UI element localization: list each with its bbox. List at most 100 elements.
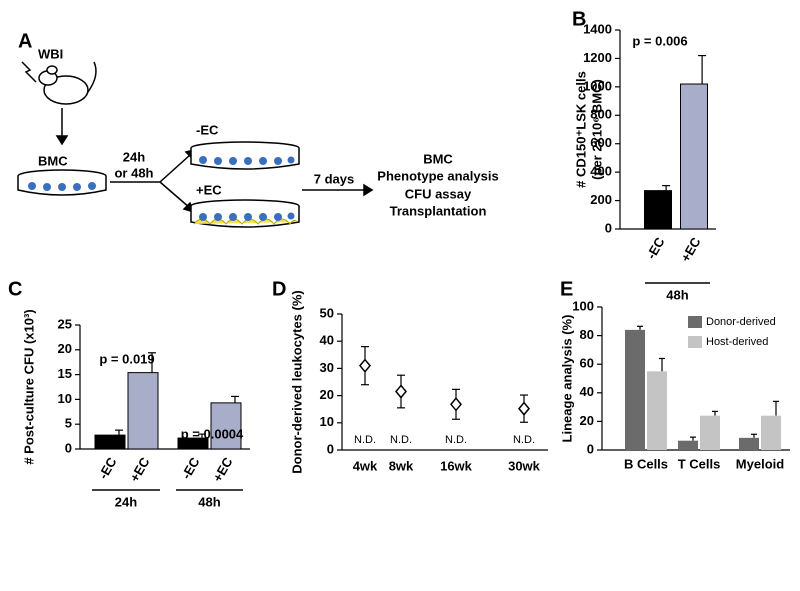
mouse-tail (87, 61, 97, 93)
bar (94, 434, 126, 450)
y-tick-label: 1400 (583, 21, 612, 36)
arrowhead (55, 135, 69, 146)
x-tick-label: B Cells (624, 456, 668, 471)
group-label: 48h (198, 494, 220, 509)
legend-swatch (688, 336, 702, 348)
legend-swatch (688, 316, 702, 328)
panel-letter: E (560, 278, 573, 300)
diagram-label: WBI (38, 46, 63, 61)
y-tick-label: 400 (590, 164, 612, 179)
point (359, 358, 371, 373)
bar (127, 372, 159, 450)
mouse-ear (46, 65, 58, 75)
arrowhead (363, 183, 374, 197)
x-tick-label: 4wk (353, 458, 378, 473)
x-tick-label: Myeloid (736, 456, 784, 471)
annotation: N.D. (445, 434, 467, 446)
y-tick-label: 0 (587, 441, 594, 456)
y-tick-label: 80 (580, 327, 594, 342)
bar (647, 371, 667, 450)
panel-letter: B (572, 8, 586, 30)
arrow (159, 181, 191, 209)
x-tick-label: 8wk (389, 458, 414, 473)
point (518, 401, 530, 416)
cells (199, 212, 295, 221)
annotation: N.D. (354, 434, 376, 446)
y-tick-label: 20 (58, 341, 72, 356)
bar (700, 415, 720, 450)
cells (199, 156, 295, 165)
y-axis-label: # CD150⁺LSK cells (573, 71, 588, 188)
y-tick-label: 0 (327, 441, 334, 456)
bar (678, 440, 698, 450)
x-tick-label: +EC (678, 234, 704, 264)
y-tick-label: 20 (580, 413, 594, 428)
diagram-label: 7 days (314, 171, 354, 186)
bar (644, 190, 672, 230)
x-tick-label: -EC (178, 454, 202, 481)
bar (761, 415, 781, 450)
y-axis-sublabel: (per 2x10⁶ BMC) (589, 79, 604, 180)
panel-letter: D (272, 278, 286, 300)
y-axis-label: Lineage analysis (%) (559, 315, 574, 443)
diagram-label: BMC (38, 153, 68, 168)
diagram-label: BMC (423, 151, 453, 166)
diagram-label: -EC (196, 122, 219, 137)
cells (28, 182, 96, 191)
group-label: 48h (666, 287, 688, 302)
diagram-label: Phenotype analysis (377, 168, 498, 183)
group-label: 24h (115, 494, 137, 509)
bar (210, 402, 242, 450)
y-tick-label: 600 (590, 135, 612, 150)
annotation: p = 0.0004 (181, 426, 244, 441)
annotation: N.D. (390, 434, 412, 446)
annotation: N.D. (513, 434, 535, 446)
legend-label: Host-derived (706, 336, 768, 348)
x-tick-label: 16wk (440, 458, 473, 473)
x-tick-label: -EC (643, 234, 667, 261)
y-tick-label: 0 (65, 440, 72, 455)
y-tick-label: 5 (65, 416, 72, 431)
y-tick-label: 50 (320, 305, 334, 320)
y-tick-label: 30 (320, 360, 334, 375)
lightning (21, 61, 37, 83)
y-tick-label: 40 (320, 333, 334, 348)
x-tick-label: +EC (127, 454, 153, 484)
panel-letter: C (8, 278, 22, 300)
panel-letter: A (18, 30, 32, 52)
y-axis-label: Donor-derived leukocytes (%) (289, 290, 304, 474)
y-tick-label: 20 (320, 387, 334, 402)
point (450, 397, 462, 412)
legend-label: Donor-derived (706, 316, 776, 328)
point (395, 384, 407, 399)
y-tick-label: 200 (590, 192, 612, 207)
annotation: p = 0.019 (99, 351, 154, 366)
x-tick-label: +EC (210, 454, 236, 484)
y-tick-label: 10 (58, 391, 72, 406)
bar (625, 329, 645, 450)
y-tick-label: 100 (572, 298, 594, 313)
y-tick-label: 40 (580, 384, 594, 399)
annotation: p = 0.006 (632, 33, 687, 48)
x-tick-label: -EC (95, 454, 119, 481)
y-tick-label: 15 (58, 366, 72, 381)
y-tick-label: 1200 (583, 50, 612, 65)
x-tick-label: 30wk (508, 458, 541, 473)
bar (680, 83, 708, 230)
diagram-label: Transplantation (390, 203, 487, 218)
y-tick-label: 25 (58, 316, 72, 331)
y-tick-label: 60 (580, 356, 594, 371)
diagram-label: CFU assay (405, 186, 472, 201)
diagram (17, 61, 374, 228)
x-tick-label: T Cells (678, 456, 721, 471)
y-tick-label: 800 (590, 107, 612, 122)
y-tick-label: 0 (605, 220, 612, 235)
diagram-label: +EC (196, 182, 222, 197)
bar (177, 437, 209, 450)
y-tick-label: 10 (320, 414, 334, 429)
y-axis-label: # Post-culture CFU (x10³) (21, 309, 36, 464)
bar (739, 437, 759, 450)
diagram-label: 24h (123, 149, 145, 164)
diagram-label: or 48h (114, 165, 153, 180)
